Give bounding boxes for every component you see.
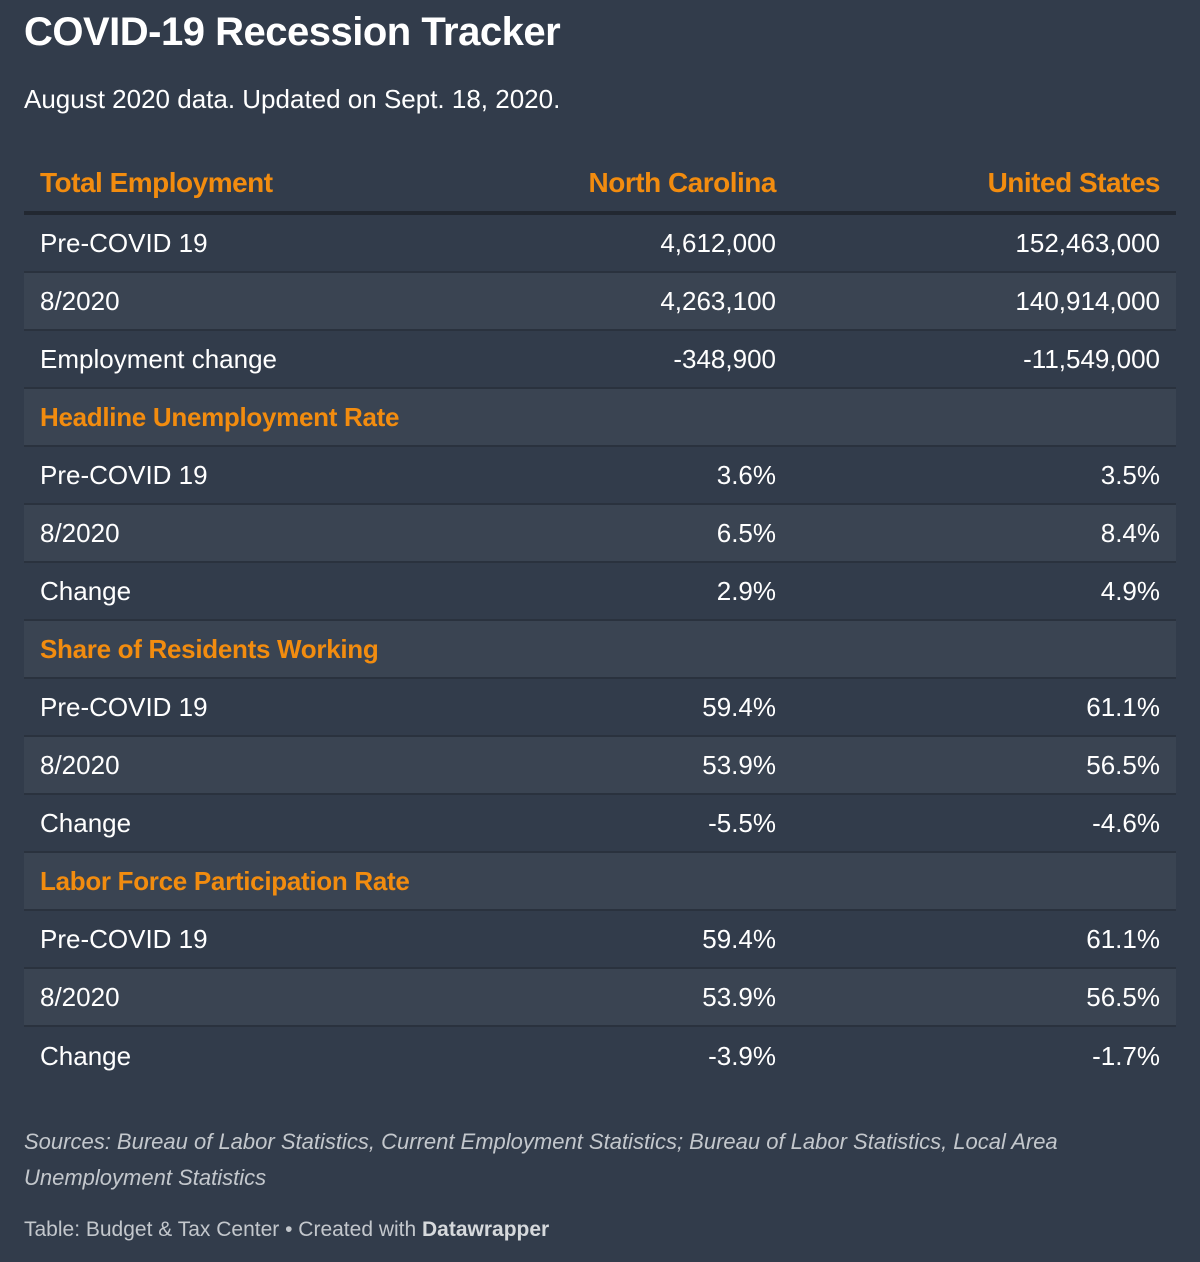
section-heading-row: Labor Force Participation Rate bbox=[24, 853, 1176, 911]
row-label: Pre-COVID 19 bbox=[40, 923, 208, 954]
row-us-value: 56.5% bbox=[1086, 981, 1160, 1012]
row-nc-value: 6.5% bbox=[716, 517, 776, 548]
section-heading-row: Headline Unemployment Rate bbox=[24, 389, 1176, 447]
row-us-value: -1.7% bbox=[1092, 1040, 1160, 1071]
page-title: COVID-19 Recession Tracker bbox=[24, 10, 561, 54]
row-nc-value: 53.9% bbox=[702, 749, 776, 780]
credit-line: Table: Budget & Tax Center • Created wit… bbox=[24, 1218, 549, 1242]
row-nc-value: 4,263,100 bbox=[660, 285, 776, 316]
section-heading-row: Share of Residents Working bbox=[24, 621, 1176, 679]
header-north-carolina: North Carolina bbox=[588, 166, 777, 198]
header-total-employment: Total Employment bbox=[40, 166, 273, 198]
section-heading: Share of Residents Working bbox=[40, 633, 379, 664]
table-row: 8/2020 6.5% 8.4% bbox=[24, 505, 1176, 563]
row-label: 8/2020 bbox=[40, 517, 120, 548]
table-row: Pre-COVID 19 4,612,000 152,463,000 bbox=[24, 215, 1176, 273]
page-subtitle: August 2020 data. Updated on Sept. 18, 2… bbox=[24, 84, 561, 114]
row-us-value: 140,914,000 bbox=[1015, 285, 1160, 316]
header-united-states: United States bbox=[987, 166, 1161, 198]
table-row: Pre-COVID 19 59.4% 61.1% bbox=[24, 679, 1176, 737]
row-nc-value: 53.9% bbox=[702, 981, 776, 1012]
table-row: 8/2020 4,263,100 140,914,000 bbox=[24, 273, 1176, 331]
table-row: Employment change -348,900 -11,549,000 bbox=[24, 331, 1176, 389]
table-row: Change -3.9% -1.7% bbox=[24, 1027, 1176, 1085]
row-nc-value: -3.9% bbox=[708, 1040, 776, 1071]
table-row: Change 2.9% 4.9% bbox=[24, 563, 1176, 621]
sources-note: Sources: Bureau of Labor Statistics, Cur… bbox=[24, 1129, 1058, 1190]
row-label: 8/2020 bbox=[40, 981, 120, 1012]
row-us-value: 4.9% bbox=[1100, 575, 1160, 606]
row-label: Pre-COVID 19 bbox=[40, 227, 208, 258]
table-header: Total Employment North Carolina United S… bbox=[24, 154, 1176, 215]
row-nc-value: 4,612,000 bbox=[660, 227, 776, 258]
data-table: Total Employment North Carolina United S… bbox=[24, 154, 1176, 1085]
row-label: 8/2020 bbox=[40, 749, 120, 780]
row-label: Employment change bbox=[40, 343, 278, 374]
row-us-value: 3.5% bbox=[1100, 459, 1160, 490]
row-label: 8/2020 bbox=[40, 285, 120, 316]
row-label: Pre-COVID 19 bbox=[40, 459, 208, 490]
row-us-value: -11,549,000 bbox=[1023, 343, 1160, 374]
row-us-value: 61.1% bbox=[1086, 691, 1160, 722]
row-label: Change bbox=[40, 807, 132, 838]
row-nc-value: 59.4% bbox=[702, 691, 776, 722]
row-label: Change bbox=[40, 575, 132, 606]
row-us-value: 56.5% bbox=[1086, 749, 1160, 780]
row-nc-value: 2.9% bbox=[716, 575, 776, 606]
datawrapper-link[interactable]: Datawrapper bbox=[422, 1218, 550, 1241]
credit-prefix: Table: Budget & Tax Center • Created wit… bbox=[24, 1218, 423, 1241]
table-row: 8/2020 53.9% 56.5% bbox=[24, 737, 1176, 795]
row-nc-value: -5.5% bbox=[708, 807, 776, 838]
row-nc-value: 3.6% bbox=[716, 459, 776, 490]
row-label: Pre-COVID 19 bbox=[40, 691, 208, 722]
row-nc-value: 59.4% bbox=[702, 923, 776, 954]
row-label: Change bbox=[40, 1040, 132, 1071]
row-us-value: 61.1% bbox=[1086, 923, 1160, 954]
row-us-value: -4.6% bbox=[1092, 807, 1160, 838]
row-us-value: 8.4% bbox=[1100, 517, 1160, 548]
row-nc-value: -348,900 bbox=[673, 343, 776, 374]
table-row: Pre-COVID 19 3.6% 3.5% bbox=[24, 447, 1176, 505]
section-heading: Labor Force Participation Rate bbox=[40, 865, 410, 896]
table-row: Change -5.5% -4.6% bbox=[24, 795, 1176, 853]
section-heading: Headline Unemployment Rate bbox=[40, 401, 400, 432]
table-row: Pre-COVID 19 59.4% 61.1% bbox=[24, 911, 1176, 969]
row-us-value: 152,463,000 bbox=[1015, 227, 1160, 258]
table-row: 8/2020 53.9% 56.5% bbox=[24, 969, 1176, 1027]
